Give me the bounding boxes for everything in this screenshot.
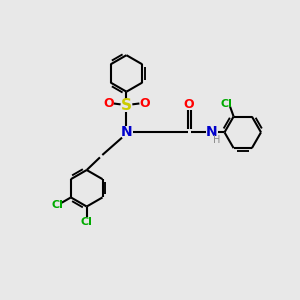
Text: O: O [140, 97, 150, 110]
Text: Cl: Cl [52, 200, 64, 210]
Text: Cl: Cl [81, 217, 93, 227]
Text: O: O [103, 97, 113, 110]
Text: N: N [121, 125, 132, 139]
Text: S: S [121, 98, 132, 113]
Text: H: H [213, 135, 221, 145]
Text: N: N [206, 125, 218, 139]
Text: O: O [183, 98, 194, 111]
Text: Cl: Cl [220, 99, 232, 109]
